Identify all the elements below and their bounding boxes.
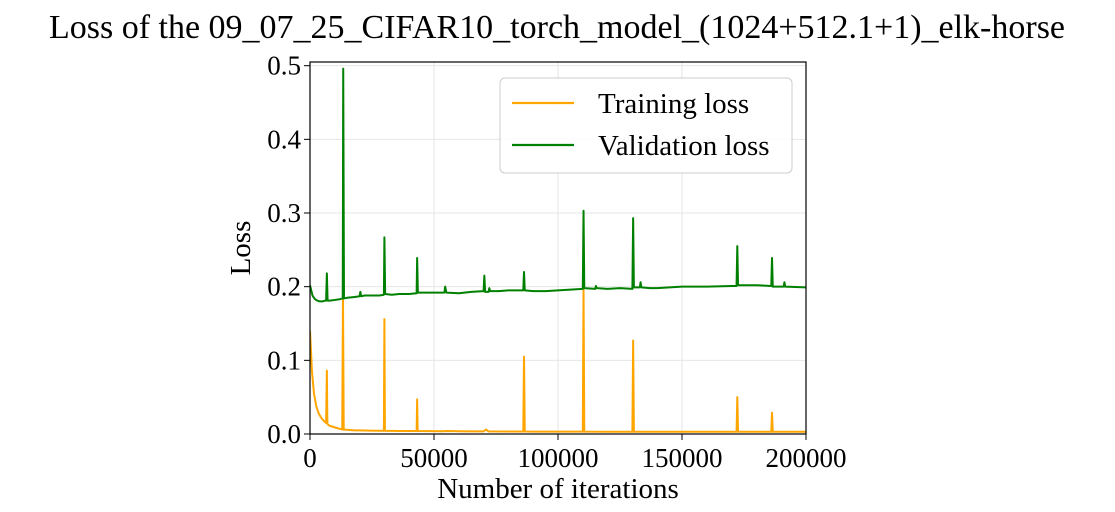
legend: Training loss Validation loss: [499, 77, 793, 174]
y-tick-label: 0.2: [267, 272, 301, 302]
validation-loss-line: [310, 67, 806, 303]
legend-label-training: Training loss: [598, 88, 749, 120]
y-tick-label: 0.4: [267, 124, 301, 154]
y-axis-label: Loss: [225, 221, 257, 276]
y-tick-label: 0.5: [267, 51, 301, 81]
training-loss-line: [310, 287, 806, 433]
y-tick-label: 0.0: [267, 419, 301, 449]
legend-box: [499, 77, 793, 174]
series-layer: [310, 67, 806, 433]
x-tick-label: 200000: [766, 443, 847, 473]
y-tick-label: 0.1: [267, 345, 301, 375]
axis-ticks: 0 50000 100000 150000 200000 0.0 0.1 0.2 0.3 0.4 0…: [267, 51, 846, 473]
x-tick-label: 100000: [518, 443, 599, 473]
x-axis-label: Number of iterations: [437, 473, 679, 505]
x-tick-label: 0: [303, 443, 317, 473]
legend-label-validation: Validation loss: [598, 130, 770, 162]
y-tick-label: 0.3: [267, 198, 301, 228]
chart-title: Loss of the 09_07_25_CIFAR10_torch_model…: [49, 9, 1065, 46]
x-tick-label: 50000: [400, 443, 468, 473]
x-tick-label: 150000: [642, 443, 723, 473]
